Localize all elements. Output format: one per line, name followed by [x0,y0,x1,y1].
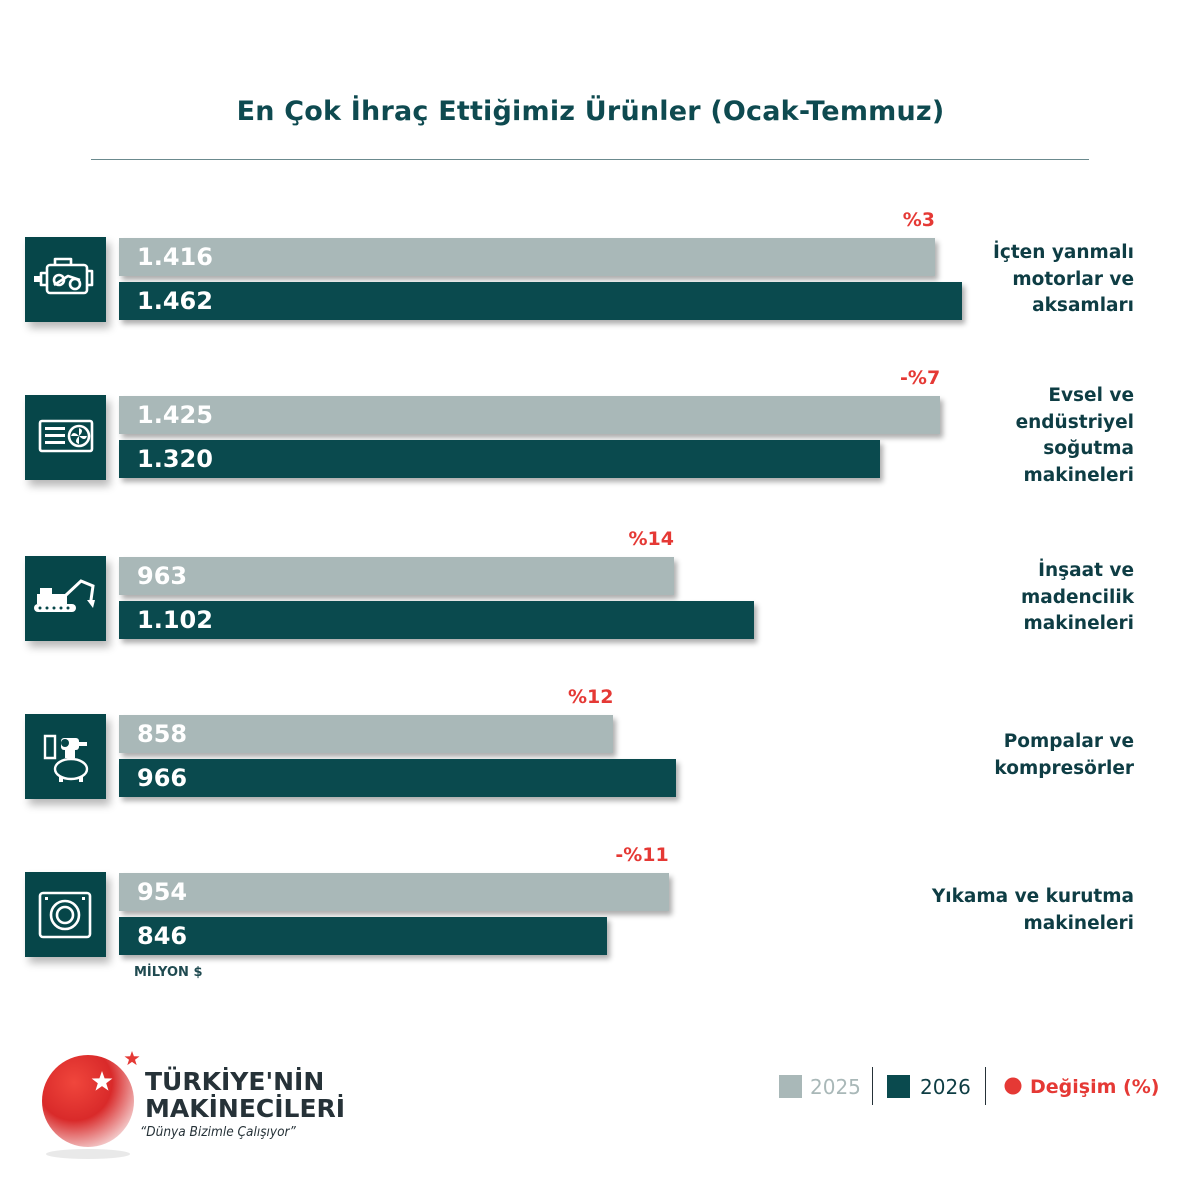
bar-2025: 1.416 [119,238,935,276]
category-icon-box [25,237,106,322]
chart-title: En Çok İhraç Ettiğimiz Ürünler (Ocak-Tem… [236,96,945,127]
legend-swatch-2025 [779,1075,802,1098]
bar-2026: 1.462 [119,282,962,320]
change-label: %14 [628,528,674,550]
bar-2026: 1.320 [119,440,880,478]
change-label: -%11 [615,844,669,866]
change-label: %12 [567,686,614,708]
legend-divider [872,1067,873,1105]
legend-swatch-2026 [887,1075,910,1098]
bar-value-label: 1.416 [137,243,213,271]
legend-divider [985,1067,986,1105]
brand-slogan: “Dünya Bizimle Çalışıyor” [140,1124,296,1140]
bar-2026: 966 [119,759,676,797]
bar-value-label: 963 [137,562,188,590]
bar-value-label: 1.102 [137,606,213,634]
legend-label-2026: 2026 [920,1075,971,1099]
bar-value-label: 858 [137,720,188,748]
bar-2026: 1.102 [119,601,755,639]
bar-2025: 954 [119,873,669,911]
bar-value-label: 1.462 [137,287,213,315]
bar-value-label: 1.425 [137,401,213,429]
bar-2026: 846 [119,917,607,955]
bar-value-label: 1.320 [137,445,213,473]
bar-2025: 963 [119,557,674,595]
category-label: Pompalar ve kompresörler [994,731,1134,779]
unit-label: MİLYON $ [134,965,203,980]
legend-label-change: Değişim (%) [1030,1076,1160,1098]
title-divider [91,159,1089,160]
bar-2025: 1.425 [119,396,941,434]
category-label: Yıkama ve kurutma makineleri [931,886,1134,934]
brand-name: TÜRKİYE'NİN MAKİNECİLERİ [145,1067,346,1123]
logo-icon [42,1051,140,1159]
change-label: -%7 [900,367,941,389]
bar-2025: 858 [119,715,614,753]
legend-dot-change [1004,1077,1022,1095]
category-icon-box [25,556,106,641]
bar-value-label: 846 [137,922,188,950]
bar-value-label: 966 [137,764,188,792]
category-icon-box [25,395,106,480]
category-label: Evsel ve endüstriyel soğutma makineleri [1015,385,1134,486]
category-label: İnşaat ve madencilik makineleri [1020,560,1134,634]
legend-label-2025: 2025 [810,1075,861,1099]
category-icon-box [25,872,106,957]
change-label: %3 [902,209,935,231]
category-icon-box [25,714,106,799]
bar-value-label: 954 [137,878,188,906]
category-label: İçten yanmalı motorlar ve aksamları [992,242,1134,316]
